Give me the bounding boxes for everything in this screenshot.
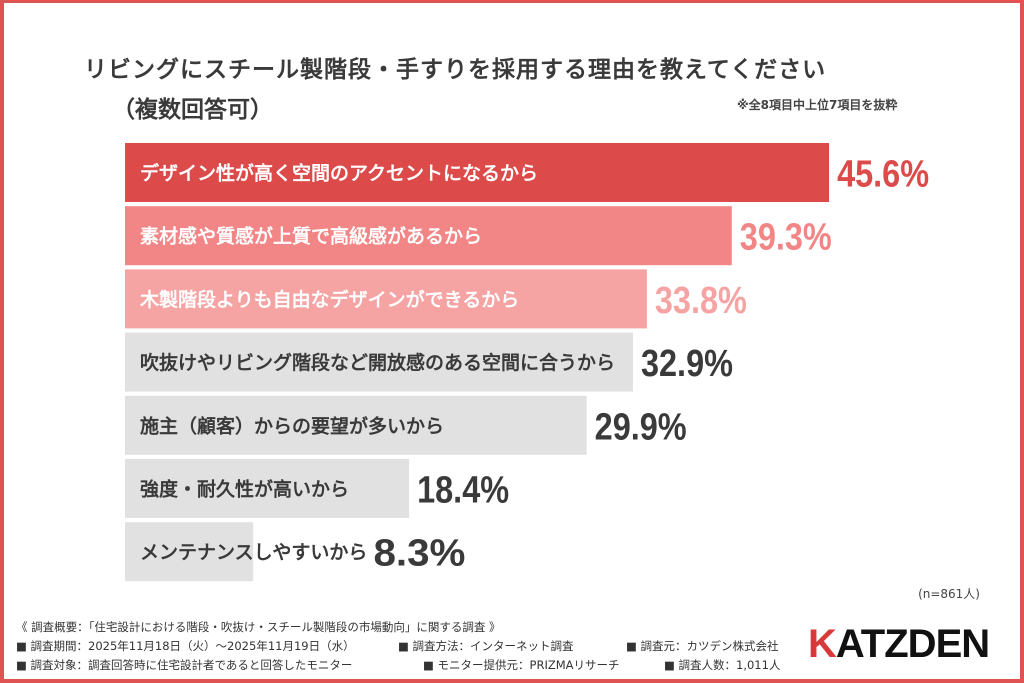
bar-value-label: 39.3% <box>740 217 832 259</box>
footer-method: ■ 調査方法：インターネット調査 <box>398 639 574 653</box>
chart-note: ※全8項目中上位7項目を抜粋 <box>737 98 898 112</box>
katzden-logo: KATZDEN <box>808 622 990 666</box>
footer-provider: ■ モニター提供元：PRIZMAリサーチ <box>423 658 620 672</box>
bar-chart: デザイン性が高く空間のアクセントになるから 45.6% 素材感や質感が上質で高級感が… <box>125 143 929 582</box>
bar <box>125 332 633 392</box>
bar-category-label: 吹抜けやリビング階段など開放感のある空間に合うから <box>140 351 615 374</box>
bar-value-label: 33.8% <box>655 280 747 322</box>
bar <box>125 395 587 455</box>
bar <box>125 459 410 518</box>
bar <box>125 269 647 329</box>
footer-summary: 《 調査概要：「住宅設計における階段・吹抜け・スチール製階段の市場動向」に関する… <box>16 620 501 634</box>
bar <box>125 206 732 266</box>
bar-value-label: 45.6% <box>837 154 929 196</box>
chart-subtitle: （複数回答可） <box>112 97 273 123</box>
footer-target: ■ 調査対象：調査回答時に住宅設計者であると回答したモニター <box>16 658 353 672</box>
bar-category-label: デザイン性が高く空間のアクセントになるから <box>140 162 538 185</box>
bar-value-label: 8.3% <box>373 533 465 575</box>
sample-size: (n=861人) <box>918 587 980 601</box>
bar-category-label: 強度・耐久性が高いから <box>140 478 349 501</box>
bar <box>125 522 254 582</box>
bar-category-label: 木製階段よりも自由なデザインができるから <box>139 288 519 311</box>
bar-value-label: 32.9% <box>641 343 733 385</box>
bar-category-label: 施主（顧客）からの要望が多いから <box>140 414 444 437</box>
bar-value-label: 18.4% <box>417 470 509 512</box>
bar-value-label: 29.9% <box>595 406 687 448</box>
chart-title: リビングにスチール製階段・手すりを採用する理由を教えてください <box>84 57 827 83</box>
footer-org: ■ 調査元：カツデン株式会社 <box>626 639 779 653</box>
bar-category-label: 素材感や質感が上質で高級感があるから <box>140 225 482 248</box>
bar-category-label: メンテナンスしやすいから <box>140 542 367 564</box>
bar <box>125 143 830 202</box>
footer-period: ■ 調査期間：2025年11月18日（火）～2025年11月19日（水） <box>16 639 355 653</box>
footer-count: ■ 調査人数：1,011人 <box>664 658 781 672</box>
